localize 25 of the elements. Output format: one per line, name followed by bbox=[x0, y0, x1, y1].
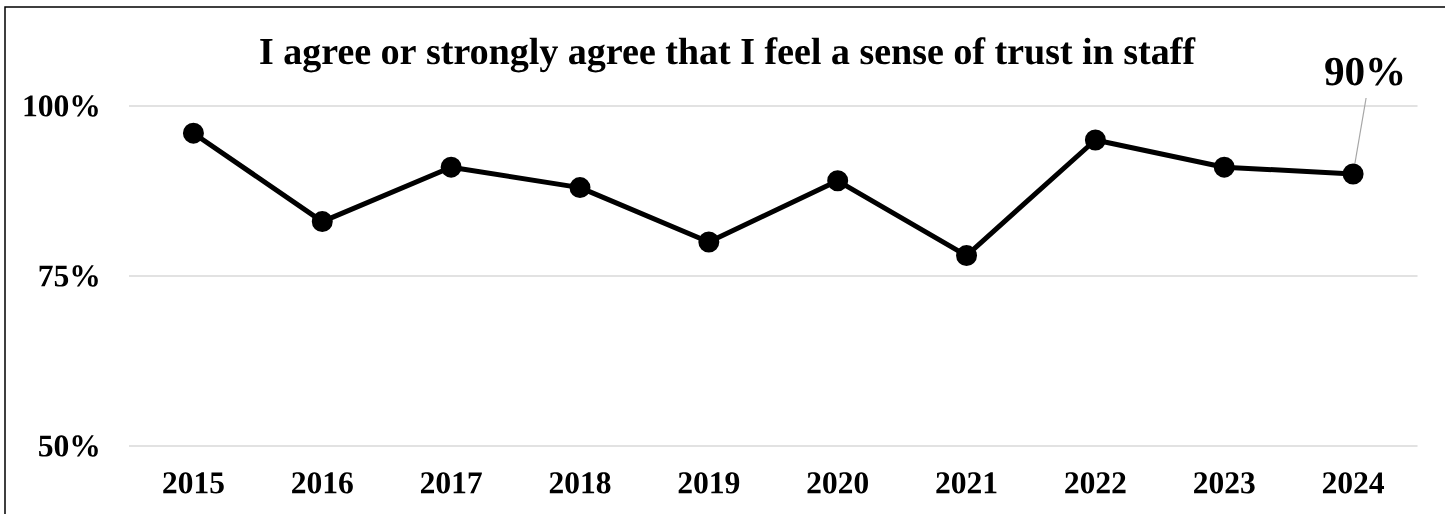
point bbox=[569, 177, 591, 199]
x-tick-label: 2017 bbox=[420, 472, 482, 494]
x-tick-label: 2016 bbox=[292, 472, 353, 494]
point bbox=[1342, 163, 1364, 185]
x-tick-label: 2021 bbox=[936, 472, 997, 494]
x-tick-label: 2024 bbox=[1322, 472, 1385, 494]
point bbox=[311, 211, 333, 233]
x-tick-label: 2023 bbox=[1194, 472, 1255, 494]
point bbox=[182, 122, 204, 144]
x-tick-label: 2015 bbox=[163, 472, 224, 494]
point bbox=[827, 170, 849, 192]
point bbox=[698, 231, 720, 253]
point bbox=[440, 156, 462, 178]
x-tick-label: 2018 bbox=[549, 472, 611, 494]
y-tick-label: 75% bbox=[39, 265, 98, 287]
y-tick-label: 100% bbox=[24, 95, 98, 117]
x-tick-label: 2022 bbox=[1065, 472, 1126, 494]
x-tick-label: 2020 bbox=[807, 472, 868, 494]
point bbox=[956, 245, 978, 267]
data-label: 90% bbox=[1325, 57, 1403, 86]
x-tick-label: 2019 bbox=[678, 472, 740, 494]
chart-title: I agree or strongly agree that I feel a sense of trust in staff bbox=[260, 37, 1196, 73]
point bbox=[1084, 129, 1106, 151]
y-tick-label: 50% bbox=[39, 435, 98, 457]
point bbox=[1213, 156, 1235, 178]
